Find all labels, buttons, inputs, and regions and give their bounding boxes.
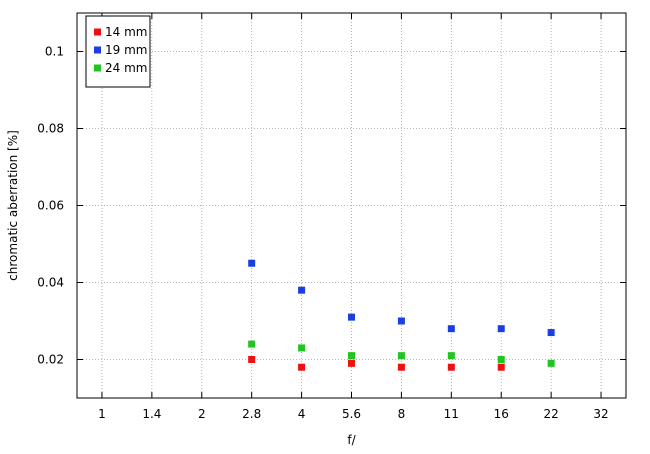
legend-swatch [94, 46, 101, 54]
data-point-3 [497, 356, 505, 363]
x-tick-label: 2.8 [242, 407, 261, 421]
data-point-2 [248, 259, 256, 267]
data-point-1 [348, 359, 355, 367]
y-tick-label: 0.04 [37, 276, 64, 290]
data-point-1 [248, 356, 256, 363]
data-point-2 [348, 313, 355, 321]
x-axis-label: f/ [347, 433, 356, 447]
x-tick-label: 32 [593, 407, 608, 421]
data-point-3 [248, 340, 256, 348]
data-point-2 [298, 286, 306, 294]
x-tick-label: 1.4 [142, 407, 161, 421]
data-point-1 [298, 363, 306, 371]
grid [77, 13, 626, 398]
data-point-1 [397, 363, 405, 371]
data-point-3 [298, 344, 306, 352]
x-tick-label: 1 [98, 407, 106, 421]
data-points [248, 259, 555, 371]
legend-label: 14 mm [105, 25, 147, 39]
x-tick-label: 2 [198, 407, 206, 421]
x-tick-label: 4 [298, 407, 306, 421]
y-tick-label: 0.1 [45, 45, 64, 59]
data-point-3 [397, 352, 405, 360]
data-point-1 [447, 363, 455, 371]
legend-label: 19 mm [105, 43, 147, 57]
data-point-2 [397, 317, 405, 325]
data-point-2 [497, 325, 505, 333]
legend-swatch [94, 64, 101, 72]
tick-labels: 1 1.4 2 2.8 4 5.6 8 11 16 22 32 0.02 0.04 0.06 0.08 0.1 [37, 45, 608, 422]
y-axis-label: chromatic aberration [%] [6, 130, 20, 281]
data-point-2 [547, 329, 555, 337]
x-tick-label: 22 [543, 407, 558, 421]
axis-ticks [77, 13, 626, 398]
legend-swatch [94, 28, 101, 36]
x-tick-label: 5.6 [342, 407, 361, 421]
y-tick-label: 0.02 [37, 353, 64, 367]
x-tick-label: 11 [444, 407, 459, 421]
legend: 14 mm 19 mm 24 mm [85, 15, 151, 88]
data-point-3 [447, 352, 455, 360]
data-point-3 [547, 359, 555, 367]
data-point-1 [497, 363, 505, 371]
legend-label: 24 mm [105, 61, 147, 75]
x-tick-label: 16 [494, 407, 509, 421]
data-point-2 [447, 325, 455, 333]
y-tick-label: 0.06 [37, 199, 64, 213]
x-tick-label: 8 [398, 407, 406, 421]
y-tick-label: 0.08 [37, 122, 64, 136]
data-point-3 [348, 352, 355, 360]
